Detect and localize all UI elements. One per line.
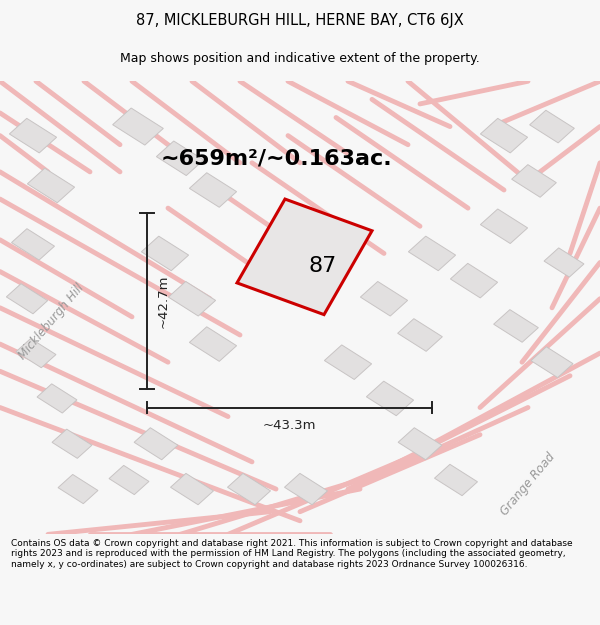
Bar — [113, 108, 163, 145]
Text: 87, MICKLEBURGH HILL, HERNE BAY, CT6 6JX: 87, MICKLEBURGH HILL, HERNE BAY, CT6 6JX — [136, 12, 464, 28]
Bar — [434, 464, 478, 496]
Bar — [361, 281, 407, 316]
Bar — [451, 263, 497, 298]
Bar — [157, 141, 203, 176]
Bar — [190, 327, 236, 361]
Text: ~42.7m: ~42.7m — [157, 274, 170, 328]
Bar — [109, 466, 149, 494]
Polygon shape — [237, 199, 372, 314]
Bar — [169, 281, 215, 316]
Text: Map shows position and indicative extent of the property.: Map shows position and indicative extent… — [120, 52, 480, 65]
Bar — [481, 209, 527, 244]
Bar — [16, 339, 56, 367]
Bar — [494, 309, 538, 342]
Bar — [367, 381, 413, 416]
Text: 87: 87 — [308, 256, 337, 276]
Bar — [7, 284, 47, 314]
Bar — [409, 236, 455, 271]
Bar — [190, 173, 236, 208]
Bar — [544, 248, 584, 277]
Bar — [37, 384, 77, 413]
Bar — [398, 319, 442, 351]
Bar — [11, 229, 55, 260]
Text: ~659m²/~0.163ac.: ~659m²/~0.163ac. — [160, 148, 392, 168]
Text: Grange Road: Grange Road — [498, 451, 558, 518]
Bar — [481, 118, 527, 153]
Bar — [325, 345, 371, 379]
Bar — [134, 428, 178, 460]
Bar — [52, 429, 92, 458]
Bar — [170, 473, 214, 505]
Bar — [142, 236, 188, 271]
Bar — [227, 473, 271, 505]
Bar — [512, 164, 556, 198]
Text: ~43.3m: ~43.3m — [263, 419, 316, 432]
Text: Mickleburgh Hill: Mickleburgh Hill — [16, 281, 86, 362]
Bar — [58, 474, 98, 504]
Bar — [398, 428, 442, 460]
Text: Contains OS data © Crown copyright and database right 2021. This information is : Contains OS data © Crown copyright and d… — [11, 539, 572, 569]
Bar — [284, 473, 328, 505]
Bar — [28, 168, 74, 202]
Bar — [10, 118, 56, 153]
Bar — [531, 347, 573, 378]
Bar — [530, 110, 574, 143]
